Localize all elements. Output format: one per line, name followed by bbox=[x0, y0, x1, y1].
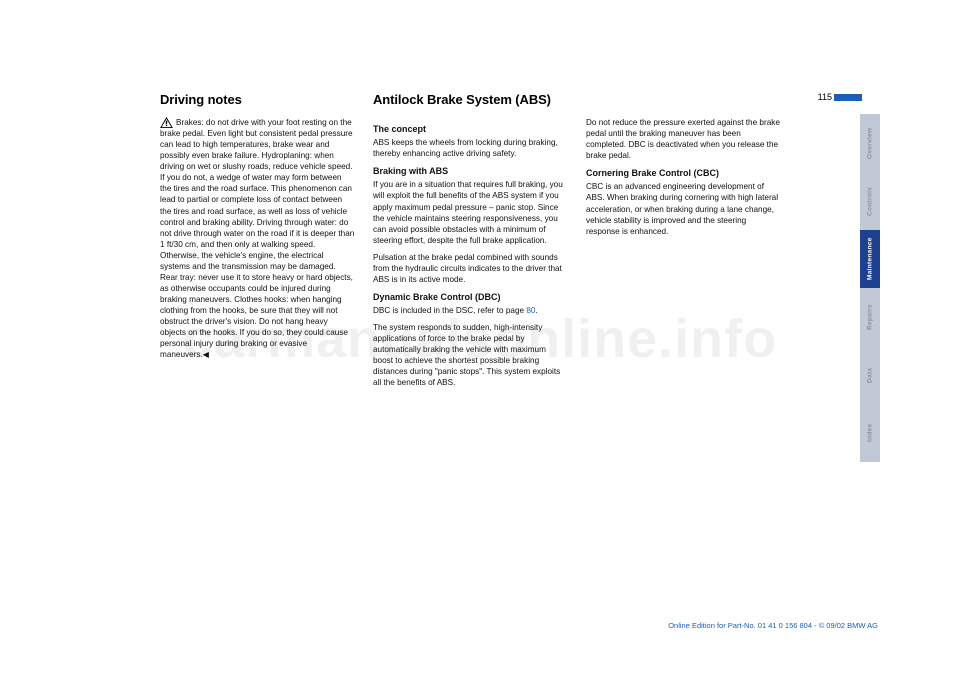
cbc-text: CBC is an advanced engineering developme… bbox=[586, 181, 781, 236]
warning-text: Brakes: do not drive with your foot rest… bbox=[160, 118, 354, 359]
heading-driving-notes: Driving notes bbox=[160, 92, 355, 107]
dbc-text-1b: . bbox=[535, 306, 537, 315]
dbc-text-1: DBC is included in the DSC, refer to pag… bbox=[373, 305, 568, 316]
braking-heading: Braking with ABS bbox=[373, 165, 568, 177]
page-number-block: 115 bbox=[818, 92, 862, 102]
footer-text: Online Edition for Part-No. 01 41 0 156 … bbox=[668, 621, 878, 630]
tab-controls[interactable]: Controls bbox=[860, 172, 880, 230]
braking-text-1: If you are in a situation that requires … bbox=[373, 179, 568, 245]
column-1: Brakes: do not drive with your foot rest… bbox=[160, 117, 355, 395]
page-number-bar bbox=[834, 94, 862, 101]
dbc-heading: Dynamic Brake Control (DBC) bbox=[373, 291, 568, 303]
concept-text: ABS keeps the wheels from locking during… bbox=[373, 137, 568, 159]
warning-paragraph: Brakes: do not drive with your foot rest… bbox=[160, 117, 355, 360]
tab-repairs[interactable]: Repairs bbox=[860, 288, 880, 346]
concept-heading: The concept bbox=[373, 123, 568, 135]
warning-icon bbox=[160, 117, 173, 128]
column-2: The concept ABS keeps the wheels from lo… bbox=[373, 117, 568, 395]
tab-index[interactable]: Index bbox=[860, 404, 880, 462]
tab-data[interactable]: Data bbox=[860, 346, 880, 404]
dbc-continued: Do not reduce the pressure exerted again… bbox=[586, 117, 781, 161]
dbc-text-1a: DBC is included in the DSC, refer to pag… bbox=[373, 306, 526, 315]
page-number: 115 bbox=[818, 92, 832, 102]
heading-abs: Antilock Brake System (ABS) bbox=[373, 92, 781, 107]
tab-overview[interactable]: Overview bbox=[860, 114, 880, 172]
cbc-heading: Cornering Brake Control (CBC) bbox=[586, 167, 781, 179]
dbc-text-2: The system responds to sudden, high-inte… bbox=[373, 322, 568, 388]
side-tabs: OverviewControlsMaintenanceRepairsDataIn… bbox=[860, 114, 880, 462]
column-3: Do not reduce the pressure exerted again… bbox=[586, 117, 781, 395]
tab-maintenance[interactable]: Maintenance bbox=[860, 230, 880, 288]
braking-text-2: Pulsation at the brake pedal combined wi… bbox=[373, 252, 568, 285]
page-content: 115 Driving notes Antilock Brake System … bbox=[160, 92, 880, 582]
